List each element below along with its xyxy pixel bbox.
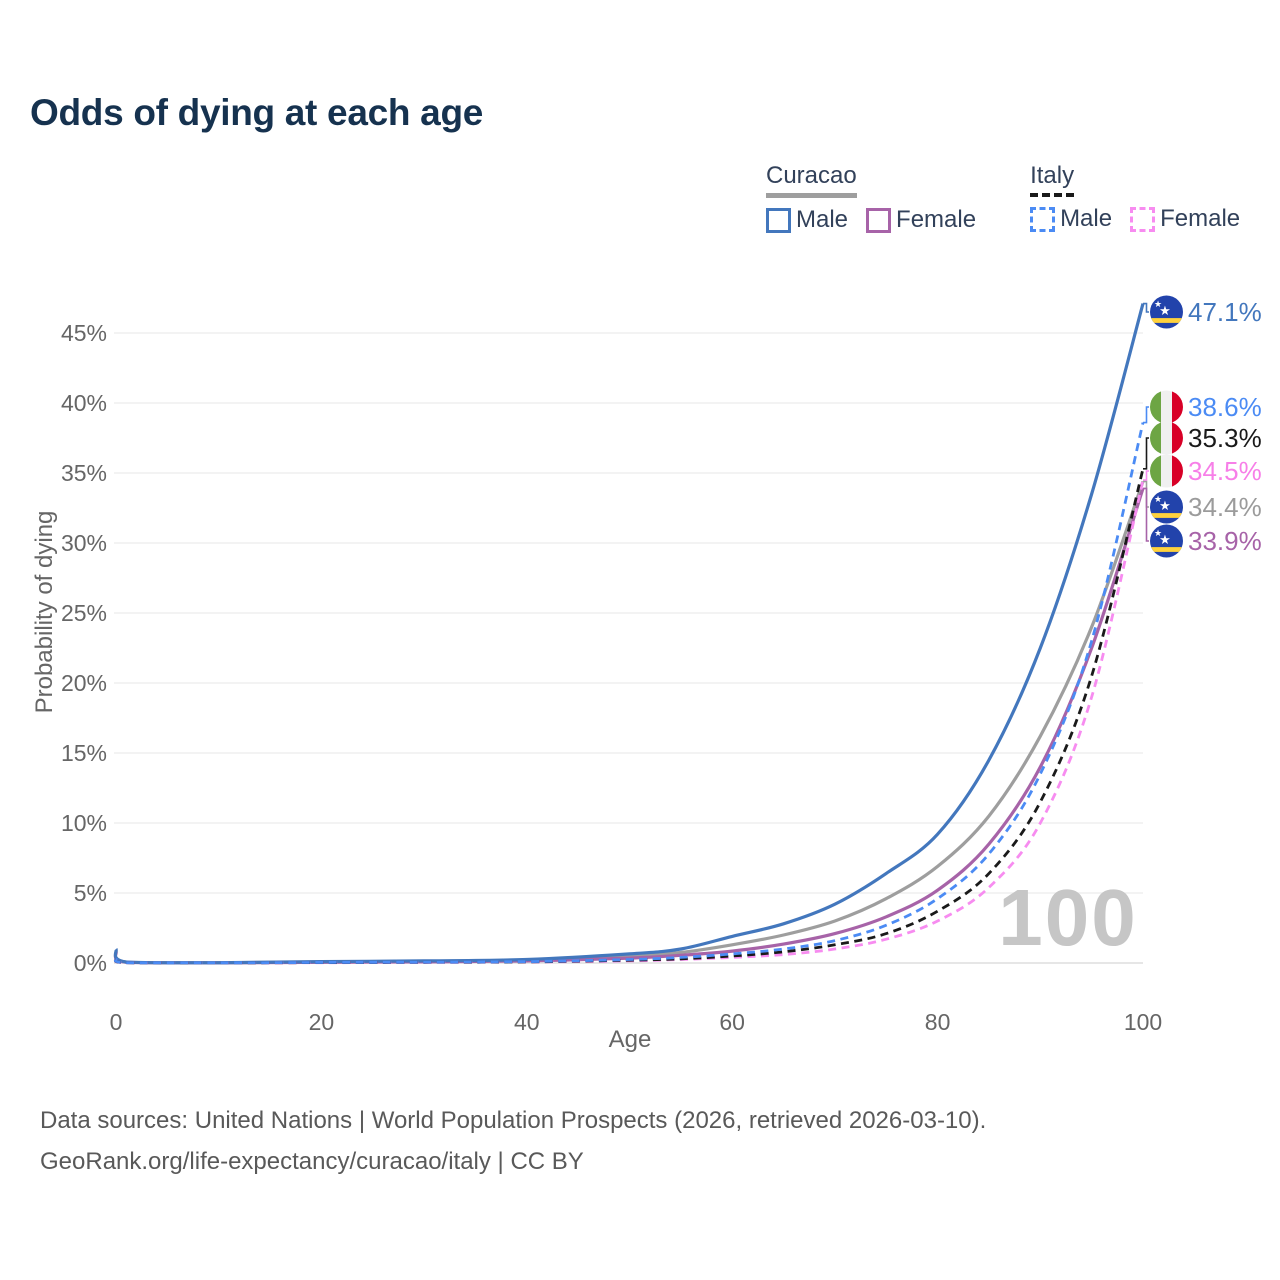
y-axis-title: Probability of dying — [31, 510, 58, 714]
legend-country-italy[interactable]: Italy — [1030, 162, 1075, 197]
curacao-flag-icon: ★★ — [1150, 295, 1183, 329]
end-value-label-curacao-male: 47.1% — [1188, 297, 1262, 327]
y-tick-label: 20% — [61, 670, 107, 696]
y-tick-label: 40% — [61, 390, 107, 416]
y-tick-label: 5% — [74, 880, 107, 906]
x-tick-label: 0 — [110, 1009, 123, 1035]
svg-text:★: ★ — [1159, 499, 1171, 514]
legend-items-curacao: Male Female — [766, 206, 994, 234]
legend-group-curacao: Curacao Male Female — [766, 162, 994, 234]
legend-country-curacao[interactable]: Curacao — [766, 162, 857, 198]
footer: Data sources: United Nations | World Pop… — [40, 1108, 986, 1190]
legend-swatch-italy-female[interactable] — [1130, 206, 1156, 232]
svg-text:★: ★ — [1159, 304, 1171, 319]
italy-flag-icon — [1150, 421, 1183, 455]
svg-text:★: ★ — [1154, 529, 1162, 539]
page-title: Odds of dying at each age — [30, 92, 484, 133]
svg-text:★: ★ — [1159, 533, 1171, 548]
legend-label-curacao-female[interactable]: Female — [896, 206, 977, 233]
y-tick-label: 10% — [61, 810, 107, 836]
curacao-flag-icon: ★★ — [1150, 490, 1183, 524]
end-label-leader-curacao-male — [1143, 302, 1149, 313]
y-tick-label: 30% — [61, 530, 107, 556]
end-value-label-italy-male: 38.6% — [1188, 392, 1262, 422]
end-label-leader-italy-female — [1143, 470, 1149, 481]
series-line-italy-female[interactable] — [113, 479, 1145, 965]
footer-source-line: Data sources: United Nations | World Pop… — [40, 1107, 987, 1134]
x-tick-label: 20 — [309, 1009, 335, 1035]
end-value-label-curacao-total: 34.4% — [1188, 492, 1262, 522]
series-line-curacao-total[interactable] — [113, 480, 1145, 965]
series-line-curacao-female[interactable] — [113, 487, 1145, 965]
legend-label-italy-female[interactable]: Female — [1160, 205, 1241, 232]
legend-swatch-curacao-male[interactable] — [766, 207, 791, 233]
curacao-flag-icon: ★★ — [1150, 524, 1183, 558]
svg-text:★: ★ — [1154, 495, 1162, 505]
italy-flag-icon — [1150, 390, 1183, 424]
x-tick-label: 100 — [1124, 1009, 1162, 1035]
legend-items-italy: Male Female — [1030, 205, 1258, 233]
y-tick-label: 45% — [61, 320, 107, 346]
series-line-italy-male[interactable] — [113, 422, 1145, 965]
x-tick-label: 40 — [514, 1009, 540, 1035]
end-label-leader-curacao-female — [1143, 487, 1149, 542]
x-axis-title: Age — [608, 1026, 652, 1053]
y-tick-label: 0% — [74, 950, 107, 976]
x-tick-label: 80 — [925, 1009, 951, 1035]
legend-swatch-curacao-female[interactable] — [866, 207, 892, 233]
end-label-leader-italy-male — [1143, 406, 1149, 424]
svg-text:★: ★ — [1154, 300, 1162, 310]
footer-attribution-line: GeoRank.org/life-expectancy/curacao/ital… — [40, 1148, 584, 1175]
legend-label-italy-male[interactable]: Male — [1060, 205, 1113, 232]
legend-label-curacao-male[interactable]: Male — [796, 206, 849, 233]
y-tick-label: 35% — [61, 460, 107, 486]
end-value-label-italy-total: 35.3% — [1188, 423, 1262, 453]
hover-age-watermark: 100 — [998, 873, 1137, 962]
end-label-leader-italy-total — [1143, 437, 1149, 470]
x-tick-label: 60 — [719, 1009, 745, 1035]
y-tick-label: 25% — [61, 600, 107, 626]
end-value-label-italy-female: 34.5% — [1188, 456, 1262, 486]
legend-group-italy: Italy Male Female — [1030, 162, 1258, 234]
end-value-label-curacao-female: 33.9% — [1188, 526, 1262, 556]
legend-swatch-italy-male[interactable] — [1030, 206, 1056, 232]
legend: Curacao Male Female Italy Male Female — [766, 162, 1258, 234]
y-tick-label: 15% — [61, 740, 107, 766]
italy-flag-icon — [1150, 454, 1183, 488]
